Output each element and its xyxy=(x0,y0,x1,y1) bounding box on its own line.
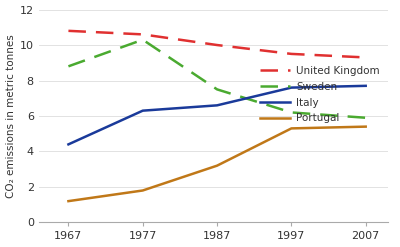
Line: Sweden: Sweden xyxy=(68,40,366,118)
Portugal xyxy=(66,200,71,203)
Sweden xyxy=(215,88,220,91)
Line: United Kingdom: United Kingdom xyxy=(68,31,366,58)
Portugal xyxy=(363,125,368,128)
Portugal xyxy=(289,127,294,130)
United Kingdom xyxy=(289,52,294,55)
Portugal xyxy=(140,189,145,192)
Sweden xyxy=(289,111,294,114)
United Kingdom xyxy=(215,43,220,46)
Line: Italy: Italy xyxy=(68,86,366,144)
United Kingdom xyxy=(363,56,368,59)
Legend: United Kingdom, Sweden, Italy, Portugal: United Kingdom, Sweden, Italy, Portugal xyxy=(260,66,380,123)
Sweden xyxy=(363,116,368,119)
Italy xyxy=(289,86,294,89)
Portugal xyxy=(215,164,220,167)
Italy xyxy=(140,109,145,112)
Italy xyxy=(215,104,220,107)
Italy xyxy=(66,143,71,146)
United Kingdom xyxy=(66,29,71,32)
Italy xyxy=(363,84,368,87)
Sweden xyxy=(66,65,71,68)
Y-axis label: CO₂ emissions in metric tonnes: CO₂ emissions in metric tonnes xyxy=(6,34,16,198)
United Kingdom xyxy=(140,33,145,36)
Line: Portugal: Portugal xyxy=(68,127,366,201)
Sweden xyxy=(140,38,145,41)
